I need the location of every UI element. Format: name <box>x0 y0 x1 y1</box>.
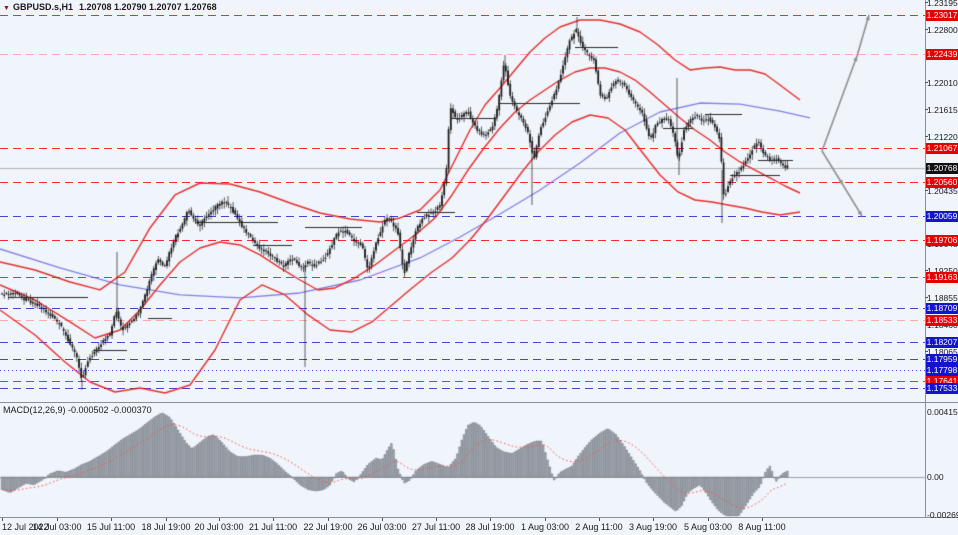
time-axis-tick-mark <box>653 518 654 521</box>
price-level-tag: 1.18709 <box>926 303 958 314</box>
price-axis-tick: 1.20435 <box>925 186 958 196</box>
macd-axis-tick: 0.00 <box>927 472 944 482</box>
time-axis-label: 3 Aug 19:00 <box>628 522 678 532</box>
price-axis-tick-mark <box>925 29 928 30</box>
symbol-period-label: GBPUSD.s,H1 <box>12 2 73 12</box>
time-axis-tick-mark <box>599 518 600 521</box>
time-axis-label: 20 Jul 03:00 <box>194 522 244 532</box>
price-axis-tick: 1.22800 <box>925 25 958 35</box>
price-axis-tick-mark <box>925 136 928 137</box>
time-axis-tick-mark <box>111 518 112 521</box>
price-level-tag: 1.19163 <box>926 272 958 283</box>
time-axis-label: 15 Jul 11:00 <box>86 522 136 532</box>
pane-separator-top[interactable] <box>0 402 958 403</box>
time-axis-label: 12 Jul 2022 <box>2 522 49 532</box>
price-axis-tick-mark <box>925 270 928 271</box>
current-price-tag: 1.20768 <box>926 163 958 174</box>
price-axis-tick: 1.18855 <box>925 293 958 303</box>
price-level-tag: 1.17798 <box>926 365 958 376</box>
time-axis-tick-mark <box>219 518 220 521</box>
price-level-tag: 1.22439 <box>926 49 958 60</box>
price-axis-tick: 1.19250 <box>925 266 958 276</box>
price-axis-tick: 1.21220 <box>925 132 958 142</box>
price-axis-divider <box>925 0 926 518</box>
price-axis-tick: 1.18065 <box>925 347 958 357</box>
time-axis-tick-mark <box>545 518 546 521</box>
price-axis-tick-mark <box>925 82 928 83</box>
chart-title: ▼ GBPUSD.s,H1 1.20708 1.20790 1.20707 1.20… <box>3 2 217 12</box>
macd-axis-tick: 0.004151 <box>927 407 958 417</box>
time-axis-label: 1 Aug 03:00 <box>520 522 570 532</box>
price-level-tag: 1.17959 <box>926 354 958 365</box>
time-axis-label: 26 Jul 03:00 <box>357 522 407 532</box>
symbol-dropdown-icon[interactable]: ▼ <box>3 5 10 12</box>
price-level-tag: 1.20059 <box>926 211 958 222</box>
pane-separator-bottom[interactable] <box>0 517 958 518</box>
time-axis-label: 27 Jul 11:00 <box>411 522 461 532</box>
price-axis-tick-mark <box>925 190 928 191</box>
time-axis-tick-mark <box>166 518 167 521</box>
time-axis-label: 8 Aug 11:00 <box>738 522 786 532</box>
price-axis-tick-mark <box>925 351 928 352</box>
price-axis-tick: 1.23195 <box>925 0 958 8</box>
price-axis-tick-mark <box>925 109 928 110</box>
price-axis-tick-mark <box>925 297 928 298</box>
time-axis-tick-mark <box>328 518 329 521</box>
time-axis-tick-mark <box>436 518 437 521</box>
time-axis-tick-mark <box>273 518 274 521</box>
price-level-tag: 1.20560 <box>926 177 958 188</box>
time-axis-tick-mark <box>382 518 383 521</box>
ohlc-quote-label: 1.20708 1.20790 1.20707 1.20768 <box>78 2 217 12</box>
time-axis[interactable]: 12 Jul 2022 14 Jul 03:00 15 Jul 11:00 18 Ju… <box>0 518 958 535</box>
time-axis-label: 2 Aug 11:00 <box>575 522 623 532</box>
time-axis-tick-mark <box>708 518 709 521</box>
price-level-tag: 1.17533 <box>926 383 958 394</box>
time-axis-tick-mark <box>2 518 3 521</box>
price-level-tag: 1.19706 <box>926 235 958 246</box>
price-level-tag: 1.18207 <box>926 337 958 348</box>
macd-axis-tick: -0.002699 <box>927 510 958 520</box>
time-axis-label: 22 Jul 19:00 <box>303 522 353 532</box>
time-axis-tick-mark <box>762 518 763 521</box>
price-level-tag: 1.18533 <box>926 315 958 326</box>
price-level-tag: 1.23017 <box>926 10 958 21</box>
time-axis-tick-mark <box>490 518 491 521</box>
price-level-tag: 1.17641 <box>926 376 958 387</box>
time-axis-label: 18 Jul 19:00 <box>141 522 191 532</box>
time-axis-label: 28 Jul 19:00 <box>465 522 515 532</box>
time-axis-tick-mark <box>57 518 58 521</box>
time-axis-label: 5 Aug 03:00 <box>683 522 733 532</box>
time-axis-label: 21 Jul 11:00 <box>248 522 298 532</box>
price-axis[interactable]: 1.23195 1.22800 1.22010 1.21615 1.21220 1.204… <box>925 0 958 520</box>
price-level-tag: 1.21067 <box>926 143 958 154</box>
price-axis-tick-mark <box>925 2 928 3</box>
macd-indicator-label: MACD(12,26,9) -0.000502 -0.000370 <box>3 405 152 415</box>
price-axis-tick: 1.21615 <box>925 105 958 115</box>
price-axis-tick: 1.22010 <box>925 78 958 88</box>
time-axis-label: 14 Jul 03:00 <box>32 522 82 532</box>
